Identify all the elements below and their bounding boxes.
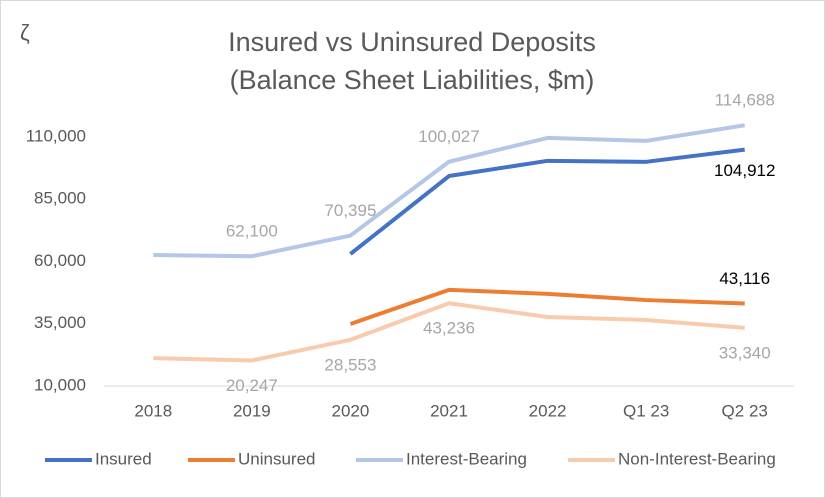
x-tick-label: 2019	[233, 401, 271, 420]
x-tick-label: 2022	[529, 401, 567, 420]
value-label: 104,912	[714, 161, 775, 180]
value-label: 70,395	[324, 201, 376, 220]
legend-label: Uninsured	[238, 449, 316, 468]
chart-subtitle: (Balance Sheet Liabilities, $m)	[230, 65, 595, 95]
y-tick-label: 85,000	[34, 189, 86, 208]
x-tick-label: Q2 23	[722, 401, 768, 420]
value-label: 62,100	[226, 222, 278, 241]
series-line	[153, 123, 746, 259]
series-line	[349, 287, 745, 326]
series-line	[153, 301, 745, 363]
value-label: 43,116	[719, 269, 770, 288]
legend-label: Interest-Bearing	[406, 449, 527, 468]
value-label: 114,688	[715, 91, 775, 110]
chart-title: Insured vs Uninsured Deposits	[228, 27, 596, 57]
y-tick-label: 60,000	[34, 251, 86, 270]
value-label: 33,340	[719, 343, 771, 362]
y-tick-label: 35,000	[34, 313, 86, 332]
logo: ζ	[20, 20, 30, 45]
value-label: 43,236	[423, 319, 475, 338]
x-tick-label: 2018	[134, 401, 172, 420]
series-line	[349, 147, 745, 256]
value-label: 20,247	[226, 376, 278, 395]
legend-label: Insured	[95, 449, 152, 468]
x-tick-label: Q1 23	[623, 401, 669, 420]
value-label: 100,027	[418, 127, 479, 146]
legend-label: Non-Interest-Bearing	[618, 449, 776, 468]
y-tick-label: 10,000	[34, 375, 86, 394]
y-tick-label: 110,000	[26, 126, 86, 145]
x-tick-label: 2020	[332, 401, 370, 420]
value-label: 28,553	[324, 355, 376, 374]
x-tick-label: 2021	[430, 401, 468, 420]
